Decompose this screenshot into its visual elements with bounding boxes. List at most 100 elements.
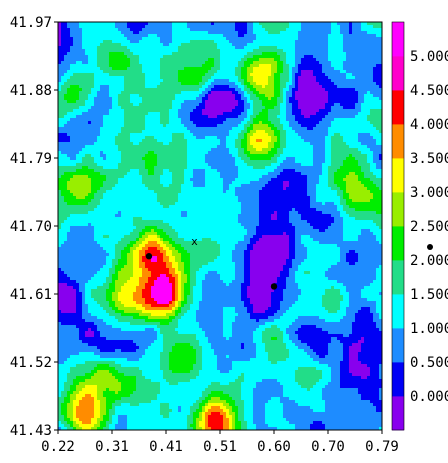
contour-cell: [70, 82, 74, 86]
contour-cell: [274, 46, 278, 50]
contour-cell: [211, 70, 215, 74]
contour-cell: [301, 28, 305, 32]
contour-cell: [343, 94, 347, 98]
contour-cell: [238, 76, 242, 80]
contour-cell: [145, 115, 149, 119]
contour-cell: [97, 121, 101, 125]
contour-cell: [169, 31, 173, 35]
contour-cell: [145, 94, 149, 98]
contour-cell: [253, 106, 257, 110]
contour-cell: [283, 91, 287, 95]
contour-cell: [205, 82, 209, 86]
contour-cell: [229, 112, 233, 116]
contour-cell: [190, 85, 194, 89]
contour-cell: [70, 112, 74, 116]
contour-cell: [226, 43, 230, 47]
contour-cell: [226, 73, 230, 77]
contour-cell: [70, 106, 74, 110]
contour-cell: [292, 112, 296, 116]
contour-cell: [166, 130, 170, 134]
contour-cell: [310, 118, 314, 122]
contour-cell: [160, 82, 164, 86]
contour-cell: [268, 46, 272, 50]
contour-cell: [259, 61, 263, 65]
contour-cell: [235, 109, 239, 113]
contour-cell: [163, 91, 167, 95]
contour-cell: [82, 133, 86, 137]
contour-cell: [256, 151, 260, 155]
contour-cell: [166, 31, 170, 35]
contour-cell: [289, 28, 293, 32]
contour-cell: [301, 22, 305, 26]
contour-cell: [229, 58, 233, 62]
contour-cell: [157, 145, 161, 149]
contour-cell: [334, 118, 338, 122]
contour-cell: [355, 73, 359, 77]
contour-cell: [253, 103, 257, 107]
contour-cell: [154, 97, 158, 101]
contour-cell: [229, 76, 233, 80]
contour-cell: [142, 124, 146, 128]
contour-cell: [214, 25, 218, 29]
contour-cell: [304, 94, 308, 98]
contour-cell: [154, 52, 158, 56]
contour-cell: [118, 43, 122, 47]
contour-cell: [118, 148, 122, 152]
contour-cell: [340, 142, 344, 146]
contour-cell: [64, 100, 68, 104]
contour-cell: [217, 97, 221, 101]
contour-cell: [127, 139, 131, 143]
contour-cell: [301, 58, 305, 62]
contour-cell: [124, 157, 128, 161]
contour-cell: [196, 73, 200, 77]
contour-cell: [232, 88, 236, 92]
contour-cell: [148, 127, 152, 131]
contour-cell: [91, 91, 95, 95]
contour-cell: [76, 154, 80, 158]
contour-cell: [313, 43, 317, 47]
contour-cell: [334, 37, 338, 41]
contour-cell: [256, 124, 260, 128]
contour-cell: [112, 34, 116, 38]
contour-cell: [94, 64, 98, 68]
contour-cell: [88, 67, 92, 71]
contour-cell: [88, 49, 92, 53]
contour-cell: [61, 31, 65, 35]
contour-cell: [259, 121, 263, 125]
contour-cell: [91, 109, 95, 113]
contour-cell: [232, 94, 236, 98]
contour-cell: [322, 100, 326, 104]
contour-cell: [76, 40, 80, 44]
contour-cell: [166, 139, 170, 143]
contour-cell: [310, 94, 314, 98]
contour-cell: [94, 100, 98, 104]
contour-cell: [364, 22, 368, 26]
contour-cell: [337, 70, 341, 74]
contour-cell: [379, 151, 383, 155]
contour-cell: [190, 109, 194, 113]
contour-cell: [250, 109, 254, 113]
contour-cell: [199, 91, 203, 95]
contour-cell: [340, 25, 344, 29]
contour-cell: [295, 130, 299, 134]
contour-cell: [286, 91, 290, 95]
contour-cell: [220, 157, 224, 161]
contour-cell: [193, 157, 197, 161]
contour-cell: [145, 157, 149, 161]
contour-cell: [352, 70, 356, 74]
contour-cell: [316, 85, 320, 89]
contour-cell: [118, 31, 122, 35]
contour-cell: [94, 73, 98, 77]
contour-cell: [151, 28, 155, 32]
contour-cell: [145, 58, 149, 62]
contour-cell: [325, 145, 329, 149]
contour-cell: [175, 145, 179, 149]
contour-cell: [319, 121, 323, 125]
contour-cell: [301, 118, 305, 122]
contour-cell: [268, 106, 272, 110]
contour-cell: [88, 148, 92, 152]
contour-cell: [127, 88, 131, 92]
contour-cell: [364, 46, 368, 50]
contour-cell: [244, 145, 248, 149]
contour-cell: [79, 85, 83, 89]
